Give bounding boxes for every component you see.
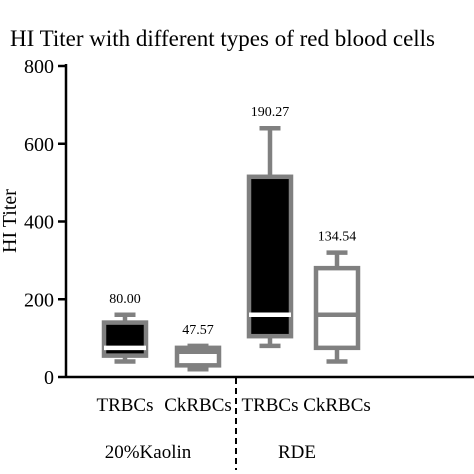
y-tick-label: 600	[24, 134, 54, 156]
y-axis-label: HI Titer	[0, 189, 21, 253]
box-2: 190.27	[246, 105, 294, 349]
x-tick-label: CkRBCs	[164, 395, 232, 416]
chart-title: HI Titer with different types of red blo…	[10, 26, 435, 51]
data-label: 190.27	[251, 105, 290, 120]
x-tick-label: TRBCs	[241, 395, 298, 416]
y-tick-label: 200	[24, 289, 54, 311]
box-iqr	[313, 265, 361, 351]
box-iqr	[101, 320, 149, 358]
box-iqr	[246, 174, 294, 339]
box-3: 134.54	[313, 230, 361, 364]
data-label: 47.57	[182, 323, 214, 338]
x-tick-label: CkRBCs	[303, 395, 371, 416]
group-label-rde: RDE	[278, 442, 316, 463]
y-tick-label: 0	[44, 367, 54, 389]
y-axis: 0 200 400 600 800	[24, 56, 68, 389]
group-label-kaolin: 20%Kaolin	[105, 442, 192, 463]
data-label: 80.00	[109, 292, 141, 307]
y-tick-label: 800	[24, 56, 54, 78]
x-tick-label: TRBCs	[96, 395, 153, 416]
box-1: 47.57	[174, 323, 222, 372]
data-label: 134.54	[318, 230, 357, 245]
y-tick-label: 400	[24, 212, 54, 234]
box-0: 80.00	[101, 292, 149, 364]
